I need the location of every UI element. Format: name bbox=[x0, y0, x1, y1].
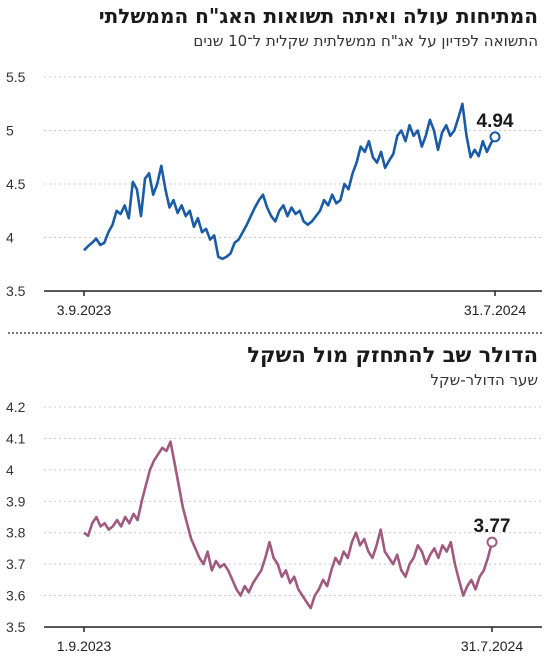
last-value-label: 3.77 bbox=[474, 516, 511, 537]
series-line bbox=[83, 102, 497, 261]
chart1-subtitle: התשואה לפדיון על אג"ח ממשלתית שקלית ל־10… bbox=[193, 32, 538, 50]
y-tick-label: 3.8 bbox=[6, 525, 26, 541]
y-tick-label: 3.9 bbox=[6, 493, 26, 509]
y-tick-label: 4 bbox=[6, 462, 14, 478]
y-tick-label: 4.1 bbox=[6, 430, 26, 446]
yield-chart: 3.5 4 4.5 5 5.5 3.9.2023 31.7.2024 4.94 bbox=[6, 69, 542, 318]
x-tick-label: 3.9.2023 bbox=[57, 302, 112, 318]
last-point-marker bbox=[486, 536, 498, 548]
series-line bbox=[83, 440, 494, 610]
y-tick-label: 5.5 bbox=[6, 69, 26, 85]
chart1-title: המתיחות עולה ואיתה תשואות האג"ח הממשלתי bbox=[98, 4, 538, 28]
y-tick-label: 3.7 bbox=[6, 556, 26, 572]
x-tick-label: 31.7.2024 bbox=[464, 302, 526, 318]
y-tick-label: 3.5 bbox=[6, 619, 26, 635]
chart2-subtitle: שער הדולר-שקל bbox=[430, 371, 538, 389]
y-tick-label: 3.5 bbox=[6, 283, 26, 299]
last-value-label: 4.94 bbox=[477, 111, 514, 132]
chart2-title: הדולר שב להתחזק מול השקל bbox=[247, 343, 538, 367]
last-point-marker bbox=[489, 131, 501, 143]
y-tick-label: 4.5 bbox=[6, 176, 26, 192]
x-tick-label: 31.7.2024 bbox=[461, 638, 523, 654]
y-tick-label: 3.6 bbox=[6, 588, 26, 604]
y-tick-label: 4.2 bbox=[6, 399, 26, 415]
section-divider bbox=[8, 332, 542, 334]
x-tick-label: 1.9.2023 bbox=[57, 638, 112, 654]
y-tick-label: 5 bbox=[6, 123, 14, 139]
y-tick-label: 4 bbox=[6, 230, 14, 246]
